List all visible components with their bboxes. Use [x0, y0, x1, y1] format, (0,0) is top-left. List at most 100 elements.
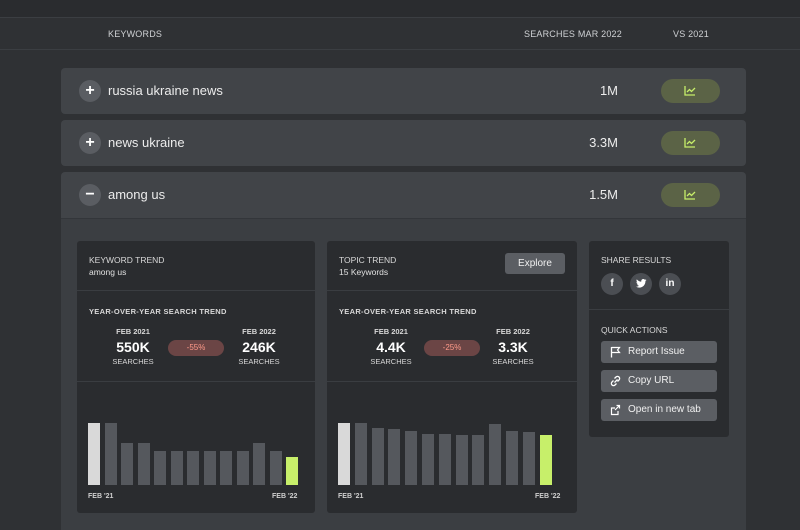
expanded-panel: KEYWORD TREND among us YEAR-OVER-YEAR SE… [61, 218, 746, 530]
col-keywords: KEYWORDS [108, 29, 163, 39]
trend-bar [539, 435, 552, 485]
stat-unit: SEARCHES [492, 357, 534, 366]
trend-bar [220, 451, 232, 485]
copy-url-button[interactable]: Copy URL [601, 370, 717, 392]
stat-unit: SEARCHES [238, 357, 280, 366]
trend-bar [354, 423, 367, 485]
trend-bar [121, 443, 133, 485]
keyword-trend-card: KEYWORD TREND among us YEAR-OVER-YEAR SE… [77, 241, 315, 513]
expand-button[interactable]: + [79, 80, 101, 102]
col-searches: SEARCHES MAR 2022 [524, 29, 622, 39]
share-title: SHARE RESULTS [601, 255, 672, 265]
trend-bar [338, 423, 350, 485]
divider [77, 290, 315, 291]
trend-bar [170, 451, 183, 485]
divider [327, 290, 577, 291]
trend-button[interactable] [661, 183, 720, 207]
card-subtitle: 15 Keywords [339, 267, 389, 277]
keyword-trend-bars [88, 423, 304, 485]
collapse-button[interactable]: − [79, 184, 101, 206]
keyword-text: russia ukraine news [108, 83, 223, 98]
trend-button[interactable] [661, 79, 720, 103]
trend-bar [88, 423, 100, 485]
stat-unit: SEARCHES [370, 357, 412, 366]
expand-button[interactable]: + [79, 132, 101, 154]
topic-trend-bars [338, 423, 566, 485]
yoy-label: YEAR-OVER-YEAR SEARCH TREND [89, 307, 227, 316]
axis-end-label: FEB '22 [535, 493, 561, 500]
searches-value: 1M [599, 83, 618, 98]
report-issue-button[interactable]: Report Issue [601, 341, 717, 363]
trend-bar [269, 451, 282, 485]
stat-unit: SEARCHES [112, 357, 154, 366]
top-bar [0, 0, 800, 18]
stat-2021: FEB 2021 550K SEARCHES [103, 327, 163, 366]
chart-line-icon [684, 190, 696, 200]
stat-label: FEB 2021 [374, 327, 408, 336]
twitter-icon[interactable] [630, 273, 652, 295]
trend-button[interactable] [661, 131, 720, 155]
trend-bar [104, 423, 117, 485]
stat-2022: FEB 2022 3.3K SEARCHES [483, 327, 543, 366]
axis-start-label: FEB '21 [338, 493, 364, 500]
axis-end-label: FEB '22 [272, 493, 298, 500]
keyword-list: + russia ukraine news 1M + news ukraine … [61, 68, 746, 530]
external-link-icon [610, 404, 621, 416]
trend-bar [236, 451, 249, 485]
stat-value: 246K [242, 339, 276, 355]
card-title: KEYWORD TREND [89, 255, 165, 265]
stat-2022: FEB 2022 246K SEARCHES [229, 327, 289, 366]
stat-2021: FEB 2021 4.4K SEARCHES [361, 327, 421, 366]
keyword-row[interactable]: + russia ukraine news 1M [61, 68, 746, 114]
flag-icon [610, 346, 621, 358]
keyword-text: among us [108, 187, 166, 202]
stat-label: FEB 2021 [116, 327, 150, 336]
keyword-text: news ukraine [108, 135, 185, 150]
qa-label: Report Issue [628, 346, 685, 357]
card-subtitle: among us [89, 267, 127, 277]
trend-bar [154, 451, 166, 485]
change-badge: -55% [168, 340, 224, 356]
searches-value: 1.5M [589, 187, 618, 202]
chart-line-icon [684, 86, 696, 96]
trend-bar [422, 434, 434, 485]
trend-bar [472, 435, 485, 485]
topic-trend-card: TOPIC TREND 15 Keywords Explore YEAR-OVE… [327, 241, 577, 513]
trend-bar [253, 443, 265, 485]
divider [77, 381, 315, 382]
trend-bar [203, 451, 216, 485]
axis-start-label: FEB '21 [88, 493, 114, 500]
divider [589, 309, 729, 310]
trend-bar [455, 435, 468, 485]
actions-card: SHARE RESULTS f in QUICK ACTIONS Report … [589, 241, 729, 437]
stat-value: 550K [116, 339, 150, 355]
open-new-tab-button[interactable]: Open in new tab [601, 399, 717, 421]
stat-label: FEB 2022 [242, 327, 276, 336]
stat-value: 4.4K [376, 339, 406, 355]
divider [327, 381, 577, 382]
trend-bar [286, 457, 298, 485]
qa-label: Copy URL [628, 375, 675, 386]
trend-bar [489, 424, 502, 485]
keyword-row[interactable]: + news ukraine 3.3M [61, 120, 746, 166]
trend-bar [405, 431, 418, 485]
trend-bar [137, 443, 150, 485]
qa-label: Open in new tab [628, 404, 701, 415]
col-vs: VS 2021 [673, 29, 709, 39]
facebook-icon[interactable]: f [601, 273, 623, 295]
stat-label: FEB 2022 [496, 327, 530, 336]
linkedin-icon[interactable]: in [659, 273, 681, 295]
searches-value: 3.3M [589, 135, 618, 150]
yoy-label: YEAR-OVER-YEAR SEARCH TREND [339, 307, 477, 316]
trend-bar [371, 428, 384, 485]
quick-actions-title: QUICK ACTIONS [601, 325, 668, 335]
link-icon [610, 375, 621, 387]
keyword-row-expanded[interactable]: − among us 1.5M [61, 172, 746, 218]
trend-bar [522, 432, 535, 485]
column-headers: KEYWORDS SEARCHES MAR 2022 VS 2021 [0, 18, 800, 50]
chart-line-icon [684, 138, 696, 148]
explore-button[interactable]: Explore [505, 253, 565, 274]
trend-bar [506, 431, 518, 485]
trend-bar [187, 451, 199, 485]
change-badge: -25% [424, 340, 480, 356]
